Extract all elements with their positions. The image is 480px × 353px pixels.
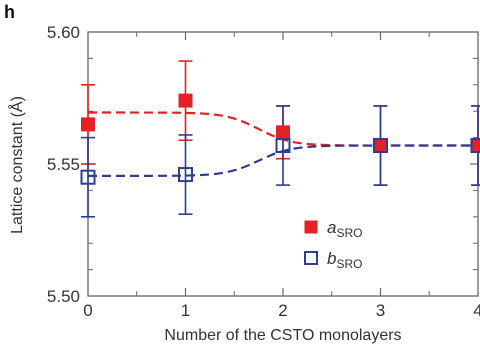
legend-swatch: [304, 251, 318, 265]
data-point-b: [275, 138, 291, 154]
x-axis-title: Number of the CSTO monolayers: [164, 327, 401, 344]
data-point-a: [471, 138, 480, 153]
legend: aSRO bSRO: [304, 218, 362, 271]
data-point-b: [373, 138, 388, 154]
x-tick-label: 4: [473, 301, 480, 320]
axis-ticks: 0 1 2 3 4 5.60 5.55 5.50: [47, 23, 480, 320]
x-tick-label: 3: [376, 301, 385, 320]
data-point-a: [373, 138, 388, 153]
data-point-b: [80, 169, 96, 185]
y-tick-label: 5.60: [47, 23, 80, 42]
y-tick-label: 5.50: [47, 287, 80, 306]
y-tick-label: 5.55: [47, 155, 80, 174]
data-markers: [80, 93, 480, 185]
data-point-a: [178, 93, 193, 108]
data-point-a: [276, 125, 290, 140]
error-bars: [81, 60, 480, 218]
legend-label: aSRO: [327, 218, 362, 240]
legend-label: bSRO: [327, 249, 362, 271]
x-tick-label: 1: [181, 301, 190, 320]
y-axis-title: Lattice constant (Å): [7, 96, 26, 234]
data-point-a: [81, 117, 95, 132]
x-tick-label: 2: [278, 301, 287, 320]
panel-letter: h: [4, 2, 15, 22]
legend-swatch: [304, 220, 318, 234]
data-point-b: [470, 138, 480, 154]
data-point-b: [178, 167, 193, 183]
x-tick-label: 0: [83, 301, 92, 320]
